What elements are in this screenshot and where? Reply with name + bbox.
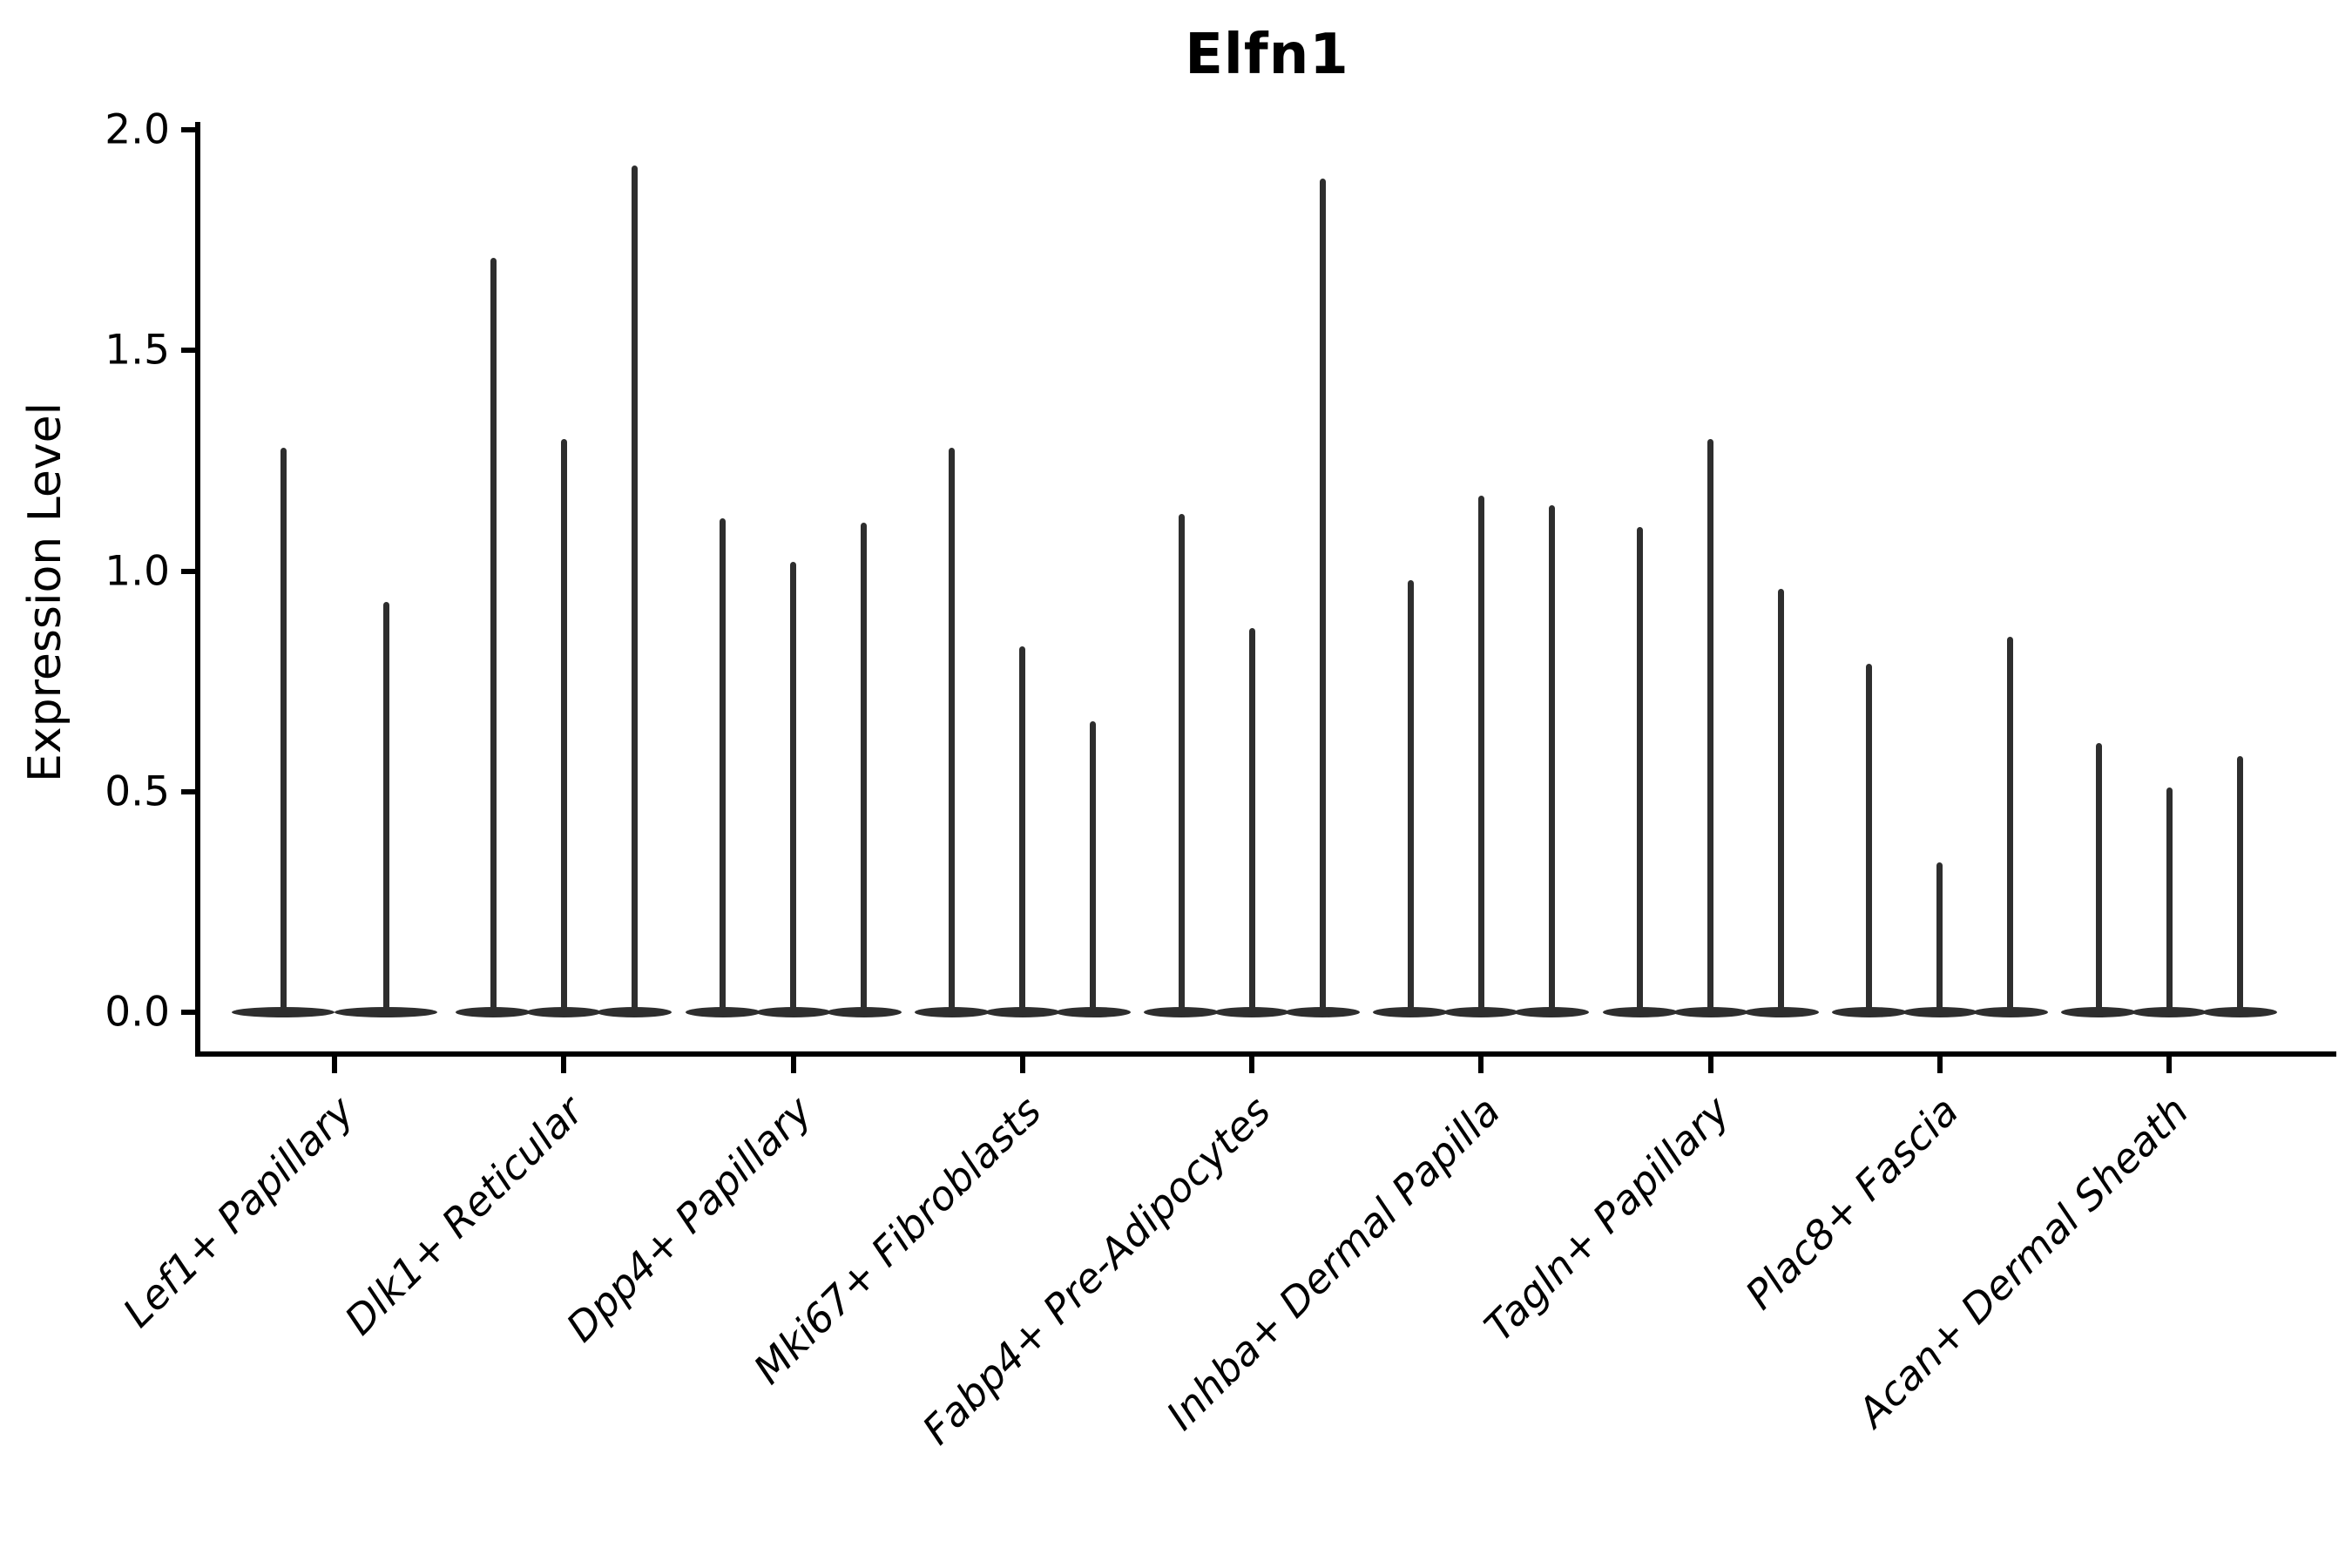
violin-spike [2166, 787, 2173, 1016]
violin-spike [720, 517, 726, 1016]
y-tick [181, 348, 198, 354]
violin-spike [861, 522, 867, 1016]
x-tick-label-text: Plac8+ Fascia [1736, 1087, 1968, 1319]
x-tick [1019, 1057, 1025, 1073]
x-tick [1936, 1057, 1943, 1073]
violin-base [1972, 1007, 2048, 1017]
violin-base [335, 1007, 437, 1017]
x-tick-label-text: Dlk1+ Reticular [335, 1087, 592, 1344]
violin-base [1902, 1007, 1977, 1017]
violin-base [826, 1007, 902, 1017]
y-tick [181, 568, 198, 574]
violin-spike [490, 257, 497, 1016]
x-tick [2166, 1057, 2172, 1073]
y-tick-label: 1.0 [105, 547, 170, 595]
violin-base [2132, 1007, 2207, 1017]
violin-spike [1778, 588, 1784, 1016]
y-axis-label: Expression Level [19, 402, 71, 783]
violin-base [685, 1007, 760, 1017]
x-tick-label-text: Tagln+ Papillary [1475, 1087, 1739, 1351]
violin-base [1285, 1007, 1360, 1017]
violin-spike [560, 438, 567, 1016]
x-tick-label-text: Dpp4+ Papillary [558, 1087, 821, 1351]
violin-spike [1866, 663, 1873, 1016]
y-tick-label: 2.0 [105, 105, 170, 154]
violin-spike [1178, 513, 1185, 1016]
y-axis-line [195, 122, 200, 1057]
violin-spike [1707, 438, 1713, 1016]
violin-base [914, 1007, 990, 1017]
x-tick [1707, 1057, 1713, 1073]
violin-spike [2236, 756, 2243, 1016]
violin-base [1443, 1007, 1519, 1017]
chart-title: Elfn1 [1185, 23, 1349, 87]
x-tick-label-text: Lef1+ Papillary [113, 1087, 363, 1336]
x-tick [1249, 1057, 1254, 1073]
violin-base [1373, 1007, 1449, 1017]
violin-base [526, 1007, 602, 1017]
violin-base [984, 1007, 1060, 1017]
violin-spike [1090, 720, 1097, 1016]
y-tick [181, 1010, 198, 1015]
violin-spike [1248, 628, 1255, 1016]
violin-base [2061, 1007, 2136, 1017]
violin-base [1055, 1007, 1131, 1017]
violin-spike [280, 447, 287, 1016]
violin-spike [382, 601, 389, 1016]
violin-base [1214, 1007, 1289, 1017]
violin-base [232, 1007, 335, 1017]
violin-base [597, 1007, 672, 1017]
violin-base [1831, 1007, 1907, 1017]
violin-spike [2007, 637, 2014, 1016]
violin-spike [631, 165, 638, 1016]
violin-spike [2095, 743, 2102, 1016]
y-tick [181, 127, 198, 132]
violin-spike [1637, 526, 1643, 1016]
violin-base [1514, 1007, 1590, 1017]
violin-base [1743, 1007, 1819, 1017]
violin-spike [1548, 504, 1555, 1016]
x-axis-line [195, 1051, 2336, 1057]
violin-spike [1936, 862, 1943, 1016]
violin-spike [1319, 178, 1326, 1016]
violin-spike [1019, 645, 1026, 1016]
y-tick [181, 788, 198, 794]
violin-spike [1477, 496, 1484, 1016]
y-tick-label: 1.5 [105, 326, 170, 375]
violin-base [456, 1007, 531, 1017]
violin-base [1144, 1007, 1219, 1017]
violin-spike [949, 447, 956, 1016]
violin-base [1673, 1007, 1748, 1017]
y-tick-label: 0.5 [105, 767, 170, 816]
violin-base [2202, 1007, 2277, 1017]
x-tick [561, 1057, 567, 1073]
violin-spike [1407, 579, 1414, 1016]
violin-base [1602, 1007, 1678, 1017]
violin-spike [790, 562, 796, 1016]
y-tick-label: 0.0 [105, 988, 170, 1037]
violin-base [755, 1007, 831, 1017]
x-tick [1478, 1057, 1484, 1073]
x-tick [790, 1057, 796, 1073]
x-tick [332, 1057, 337, 1073]
